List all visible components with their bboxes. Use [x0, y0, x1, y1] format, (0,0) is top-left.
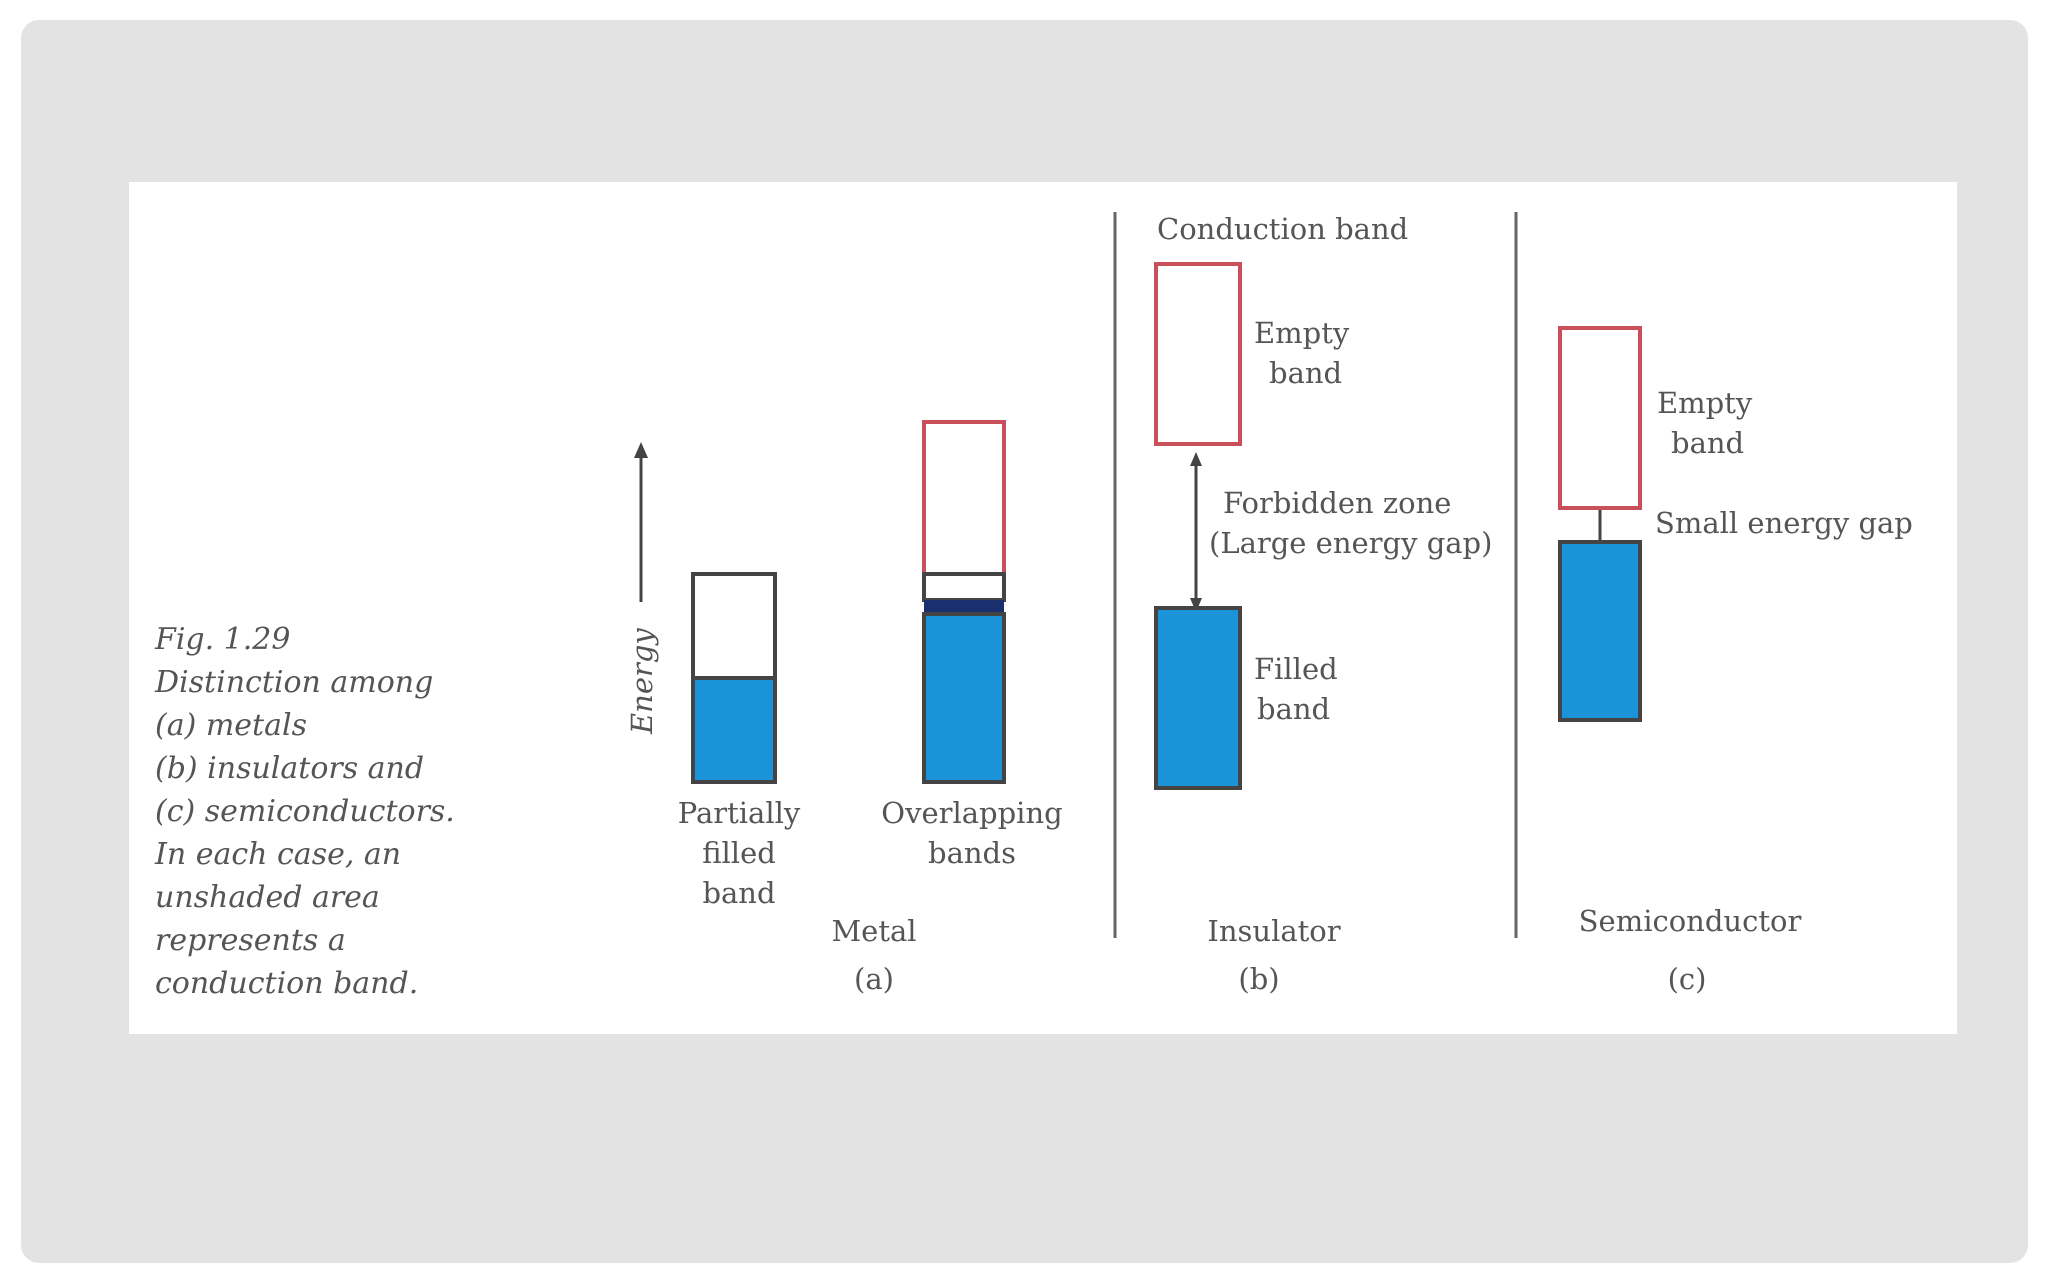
figure-caption: Fig. 1.29 Distinction among (a) metals (…	[155, 618, 515, 1005]
insulator-title: Insulator	[1207, 914, 1341, 948]
insulator-filled-label-1: Filled	[1254, 652, 1338, 686]
metal-title: Metal	[831, 914, 917, 948]
small-energy-gap-label: Small energy gap	[1655, 506, 1913, 540]
caption-line: (c) semiconductors.	[155, 794, 455, 829]
overlap-band-label-2: bands	[928, 836, 1016, 870]
metal-sub: (a)	[854, 962, 894, 996]
insulator-gap-arrowhead-down	[1190, 598, 1202, 612]
metal-overlap-gap-part	[922, 572, 1006, 602]
large-gap-label: (Large energy gap)	[1209, 526, 1493, 560]
semiconductor-title: Semiconductor	[1578, 904, 1802, 938]
insulator-sub: (b)	[1238, 962, 1280, 996]
insulator-filled-label-2: band	[1257, 692, 1331, 726]
partial-band-label-1: Partially	[677, 796, 801, 830]
slide-background: Fig. 1.29 Distinction among (a) metals (…	[21, 20, 2028, 1263]
forbidden-zone-label: Forbidden zone	[1223, 486, 1452, 520]
conduction-band-label: Conduction band	[1157, 212, 1409, 246]
caption-line: In each case, an	[155, 837, 402, 872]
partial-band-label-2: filled	[702, 836, 776, 870]
band-diagram-svg	[634, 212, 1642, 938]
insulator-gap-arrowhead-up	[1190, 452, 1202, 466]
metal-overlap-filled-band	[922, 612, 1006, 784]
caption-line: (a) metals	[155, 708, 307, 743]
caption-line: represents a	[155, 923, 346, 958]
partial-band-label-3: band	[702, 876, 776, 910]
insulator-empty-band	[1154, 262, 1242, 446]
semiconductor-empty-label-1: Empty	[1657, 386, 1753, 420]
semiconductor-empty-band	[1558, 326, 1642, 510]
insulator-empty-label-2: band	[1269, 356, 1343, 390]
metal-overlap-empty-band	[922, 420, 1006, 576]
caption-line: Distinction among	[155, 665, 434, 700]
band-diagram-figure: Fig. 1.29 Distinction among (a) metals (…	[129, 182, 1957, 1034]
overlap-band-label-1: Overlapping	[881, 796, 1063, 830]
caption-line: unshaded area	[155, 880, 380, 915]
metal-overlap-region	[924, 600, 1004, 614]
metal-partial-empty-part	[691, 572, 777, 680]
metal-partial-filled-part	[691, 676, 777, 784]
semiconductor-filled-band	[1558, 540, 1642, 722]
insulator-empty-label-1: Empty	[1254, 316, 1350, 350]
energy-axis-arrowhead	[634, 442, 648, 458]
insulator-filled-band	[1154, 606, 1242, 790]
energy-axis-label: Energy	[625, 628, 659, 734]
caption-line: (b) insulators and	[155, 751, 425, 786]
semiconductor-sub: (c)	[1667, 962, 1707, 996]
semiconductor-empty-label-2: band	[1671, 426, 1745, 460]
caption-line: Fig. 1.29	[155, 622, 291, 657]
caption-line: conduction band.	[155, 966, 419, 1001]
